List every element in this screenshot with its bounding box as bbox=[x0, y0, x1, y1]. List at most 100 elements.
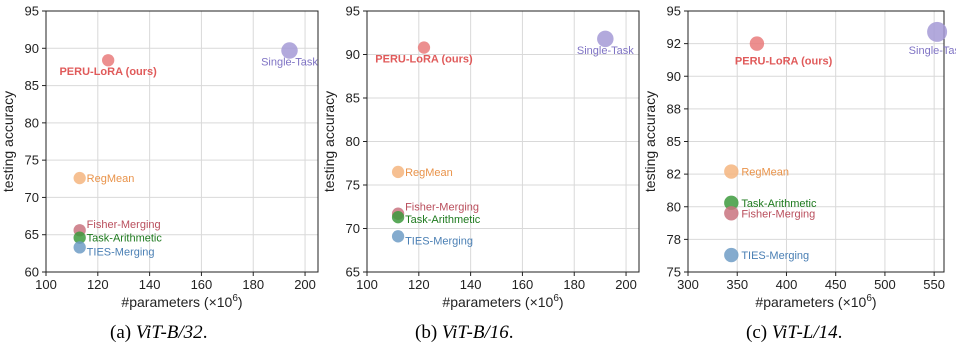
point-label-fisher-merging: Fisher-Merging bbox=[87, 219, 161, 231]
point-label-ties-merging: TIES-Merging bbox=[741, 250, 809, 262]
chart-a: 100 120 140 160 180 200 60 65 70 75 80 85 90 95 #param… bbox=[0, 4, 319, 310]
y-tick-label: 95 bbox=[346, 4, 360, 19]
caption-c-suffix: . bbox=[837, 322, 843, 343]
point-task-arithmetic bbox=[73, 231, 86, 244]
point-ties-merging bbox=[73, 241, 86, 254]
x-tick-label: 160 bbox=[512, 277, 534, 292]
x-tick-label: 550 bbox=[923, 277, 945, 292]
caption-a-suffix: . bbox=[202, 322, 208, 343]
y-tick-label: 65 bbox=[25, 227, 39, 242]
y-tick-label: 80 bbox=[667, 199, 681, 214]
point-regmean bbox=[73, 171, 86, 185]
y-tick-label: 85 bbox=[25, 78, 39, 93]
point-task-arithmetic bbox=[724, 195, 739, 211]
x-tick-label: 450 bbox=[825, 277, 847, 292]
x-tick-label: 200 bbox=[615, 277, 637, 292]
plot-frame bbox=[45, 10, 319, 273]
point-label-single-task: Single-Task bbox=[909, 45, 956, 57]
point-label-ties-merging: TIES-Merging bbox=[87, 246, 155, 258]
x-tick-label: 140 bbox=[139, 277, 161, 292]
caption-a-model: ViT-B/32 bbox=[135, 322, 203, 343]
point-fisher-merging bbox=[724, 206, 739, 221]
point-label-single-task: Single-Task bbox=[577, 45, 634, 57]
x-axis-label: #parameters (×106) bbox=[121, 293, 242, 310]
caption-b-prefix: (b) bbox=[415, 322, 442, 343]
x-tick-label: 100 bbox=[35, 277, 57, 292]
x-tick-label: 120 bbox=[87, 277, 109, 292]
point-single-task bbox=[597, 30, 614, 48]
x-tick-label: 300 bbox=[677, 277, 699, 292]
point-label-peru-lora-ours: PERU-LoRA (ours) bbox=[735, 56, 833, 68]
y-axis-label: testing accuracy bbox=[642, 91, 658, 192]
y-tick-label: 92 bbox=[667, 36, 681, 51]
point-single-task bbox=[281, 42, 298, 59]
chart-c: 300 350 400 450 500 550 75 78 80 82 85 88 90 92 95 #par… bbox=[642, 4, 956, 311]
point-label-peru-lora-ours: PERU-LoRA (ours) bbox=[375, 54, 473, 66]
y-tick-label: 85 bbox=[346, 91, 360, 106]
point-peru-lora-ours bbox=[102, 54, 115, 67]
x-tick-label: 100 bbox=[356, 277, 378, 292]
point-label-peru-lora-ours: PERU-LoRA (ours) bbox=[59, 66, 157, 78]
chart-b: 100 120 140 160 180 200 65 70 75 80 85 90 95 #paramet… bbox=[321, 4, 640, 310]
point-label-fisher-merging: Fisher-Merging bbox=[741, 208, 815, 220]
y-tick-label: 70 bbox=[25, 190, 39, 205]
y-tick-label: 75 bbox=[346, 178, 360, 193]
caption-a: (a) ViT-B/32. bbox=[110, 322, 207, 344]
y-tick-label: 60 bbox=[25, 265, 39, 280]
x-tick-label: 120 bbox=[408, 277, 430, 292]
caption-c-model: ViT-L/14 bbox=[771, 322, 838, 343]
y-tick-label: 88 bbox=[667, 101, 681, 116]
point-label-ties-merging: TIES-Merging bbox=[405, 235, 473, 247]
x-tick-label: 400 bbox=[776, 277, 798, 292]
y-tick-label: 80 bbox=[346, 134, 360, 149]
y-tick-label: 65 bbox=[346, 265, 360, 280]
point-label-fisher-merging: Fisher-Merging bbox=[405, 202, 479, 214]
y-axis-label: testing accuracy bbox=[0, 91, 16, 192]
y-axis-label: testing accuracy bbox=[321, 91, 337, 192]
y-tick-label: 90 bbox=[667, 69, 681, 84]
point-single-task bbox=[927, 21, 948, 42]
x-tick-label: 160 bbox=[191, 277, 213, 292]
x-axis-label: #parameters (×106) bbox=[442, 293, 563, 310]
point-ties-merging bbox=[391, 230, 405, 243]
x-tick-label: 350 bbox=[726, 277, 748, 292]
point-label-task-arithmetic: Task-Arithmetic bbox=[87, 233, 163, 245]
y-tick-label: 90 bbox=[25, 41, 39, 56]
point-label-regmean: RegMean bbox=[405, 167, 453, 179]
x-tick-label: 180 bbox=[563, 277, 585, 292]
point-label-regmean: RegMean bbox=[87, 173, 135, 185]
y-tick-label: 85 bbox=[667, 134, 681, 149]
y-tick-label: 75 bbox=[667, 265, 681, 280]
caption-c-prefix: (c) bbox=[746, 322, 772, 343]
y-tick-label: 95 bbox=[25, 4, 39, 19]
point-label-task-arithmetic: Task-Arithmetic bbox=[741, 198, 817, 210]
caption-b-model: ViT-B/16 bbox=[441, 322, 509, 343]
point-peru-lora-ours bbox=[749, 36, 765, 51]
point-task-arithmetic bbox=[391, 211, 405, 224]
y-tick-label: 78 bbox=[667, 232, 681, 247]
y-tick-label: 80 bbox=[25, 115, 39, 130]
point-regmean bbox=[724, 164, 739, 179]
point-label-regmean: RegMean bbox=[741, 167, 789, 179]
point-peru-lora-ours bbox=[417, 41, 431, 54]
y-tick-label: 82 bbox=[667, 167, 681, 182]
caption-b-suffix: . bbox=[508, 322, 514, 343]
y-tick-label: 70 bbox=[346, 221, 360, 236]
x-tick-label: 500 bbox=[874, 277, 896, 292]
caption-a-prefix: (a) bbox=[110, 322, 136, 343]
y-tick-label: 75 bbox=[25, 153, 39, 168]
x-tick-label: 140 bbox=[460, 277, 482, 292]
point-label-single-task: Single-Task bbox=[261, 57, 318, 69]
x-tick-label: 200 bbox=[294, 277, 316, 292]
point-ties-merging bbox=[724, 247, 739, 263]
x-tick-label: 180 bbox=[242, 277, 264, 292]
y-tick-label: 90 bbox=[346, 47, 360, 62]
caption-b: (b) ViT-B/16. bbox=[415, 322, 514, 344]
point-regmean bbox=[391, 165, 405, 179]
y-tick-label: 95 bbox=[667, 4, 681, 19]
point-label-task-arithmetic: Task-Arithmetic bbox=[405, 214, 481, 226]
caption-c: (c) ViT-L/14. bbox=[746, 322, 842, 344]
x-axis-label: #parameters (×106) bbox=[755, 293, 876, 310]
charts-svg: 100 120 140 160 180 200 60 65 70 75 80 85 90 95 #param… bbox=[0, 4, 956, 311]
